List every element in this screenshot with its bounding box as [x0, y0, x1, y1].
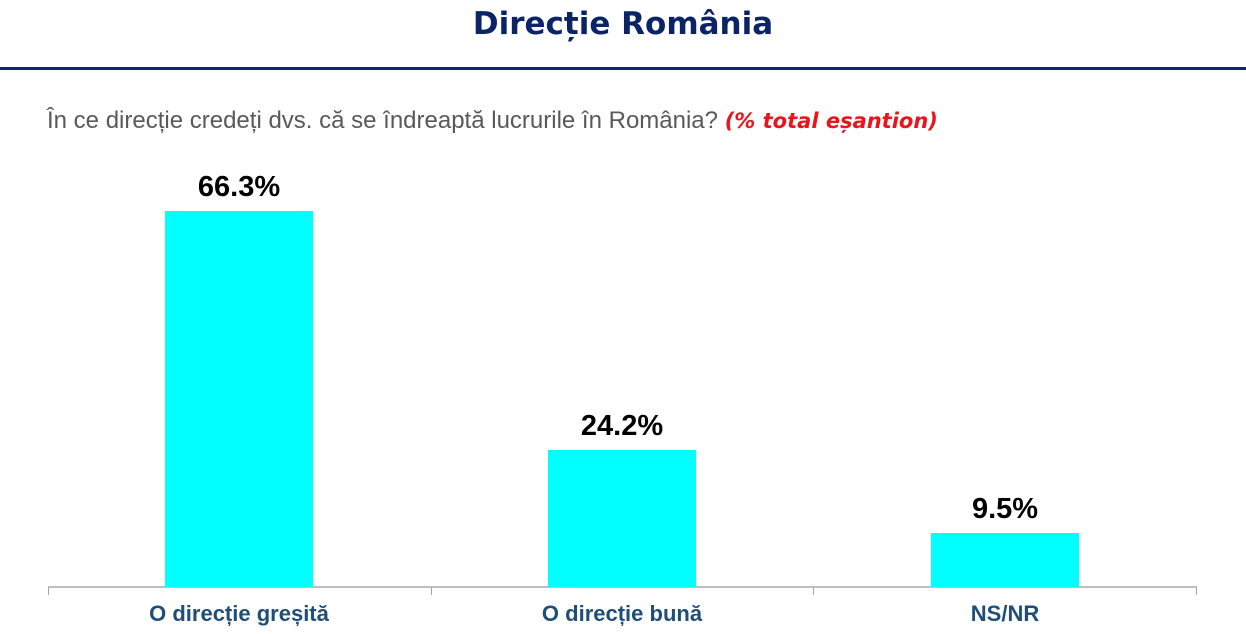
sample-note: (% total eșantion): [724, 109, 938, 133]
bar: [931, 533, 1079, 587]
category-label: O direcție greșită: [149, 601, 329, 626]
bar-value-label: 9.5%: [971, 493, 1039, 525]
bar: [165, 211, 313, 587]
bar-value-label: 24.2%: [580, 410, 664, 442]
page-title: Direcție România: [472, 6, 774, 42]
survey-question: În ce direcție credeți dvs. că se îndrea…: [47, 107, 938, 135]
x-axis-tick: [431, 587, 432, 595]
x-axis-tick: [48, 587, 49, 595]
x-axis-tick: [813, 587, 814, 595]
category-label: NS/NR: [970, 601, 1040, 626]
bar: [548, 450, 696, 587]
x-axis: [48, 586, 1197, 588]
bar-value-label: 66.3%: [197, 171, 281, 203]
category-label: O direcție bună: [541, 601, 703, 626]
title-divider: [0, 67, 1246, 70]
x-axis-tick: [1196, 587, 1197, 595]
question-text: În ce direcție credeți dvs. că se îndrea…: [47, 107, 719, 134]
